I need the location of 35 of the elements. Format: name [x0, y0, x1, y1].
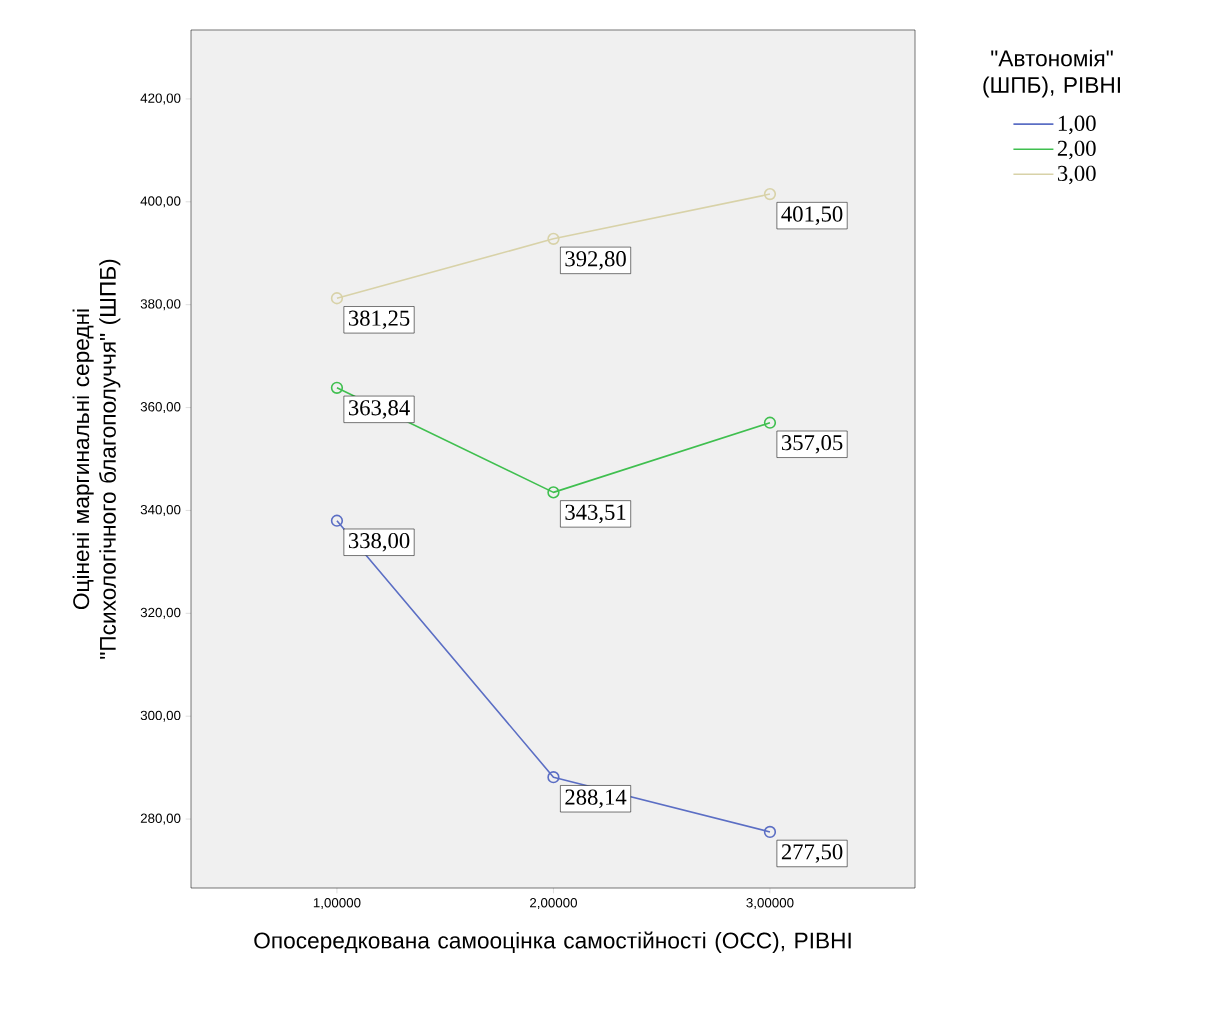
- x-tick-label: 2,00000: [530, 898, 578, 910]
- legend-label: 2,00: [1057, 140, 1096, 160]
- point: [763, 825, 777, 839]
- point: [547, 232, 560, 245]
- y-tick-label: 280,00: [140, 813, 181, 825]
- y-tick-label: 380,00: [140, 299, 181, 311]
- x-axis-title: Опосередкована самооцінка самостійності (ОСС), РІВНІ: [254, 931, 851, 954]
- legend-label: 1,00: [1058, 115, 1096, 135]
- data-label: 277,50: [781, 844, 843, 863]
- legend-title: "Автономія" (ШПБ), РІВНІ: [983, 49, 1120, 98]
- x-tick-label: 1,00000: [313, 898, 361, 910]
- point: [330, 292, 344, 305]
- data-label: 401,50: [781, 206, 843, 225]
- point: [763, 416, 777, 429]
- y-tick-label: 420,00: [140, 93, 181, 105]
- data-label: 338,00: [348, 532, 410, 552]
- point: [547, 486, 560, 499]
- point: [763, 187, 777, 201]
- data-label: 392,80: [565, 251, 626, 270]
- data-label: 357,05: [781, 435, 843, 454]
- y-tick-label: 300,00: [140, 710, 181, 722]
- data-label: 381,25: [348, 310, 410, 330]
- point: [547, 771, 560, 784]
- y-axis-title: Оцінені маргинальні середні "Психологічного благополуччя" (ШПБ): [72, 259, 121, 659]
- point: [330, 381, 344, 394]
- y-tick-label: 400,00: [140, 196, 181, 208]
- y-tick-label: 320,00: [140, 607, 181, 619]
- data-label: 343,51: [565, 504, 626, 524]
- y-tick-label: 340,00: [140, 504, 181, 516]
- data-label: 363,84: [348, 400, 410, 419]
- y-tick-label: 360,00: [140, 402, 181, 414]
- point: [330, 514, 344, 527]
- data-label: 288,14: [565, 789, 627, 809]
- legend-label: 3,00: [1057, 165, 1096, 185]
- x-tick-label: 3,00000: [746, 898, 794, 910]
